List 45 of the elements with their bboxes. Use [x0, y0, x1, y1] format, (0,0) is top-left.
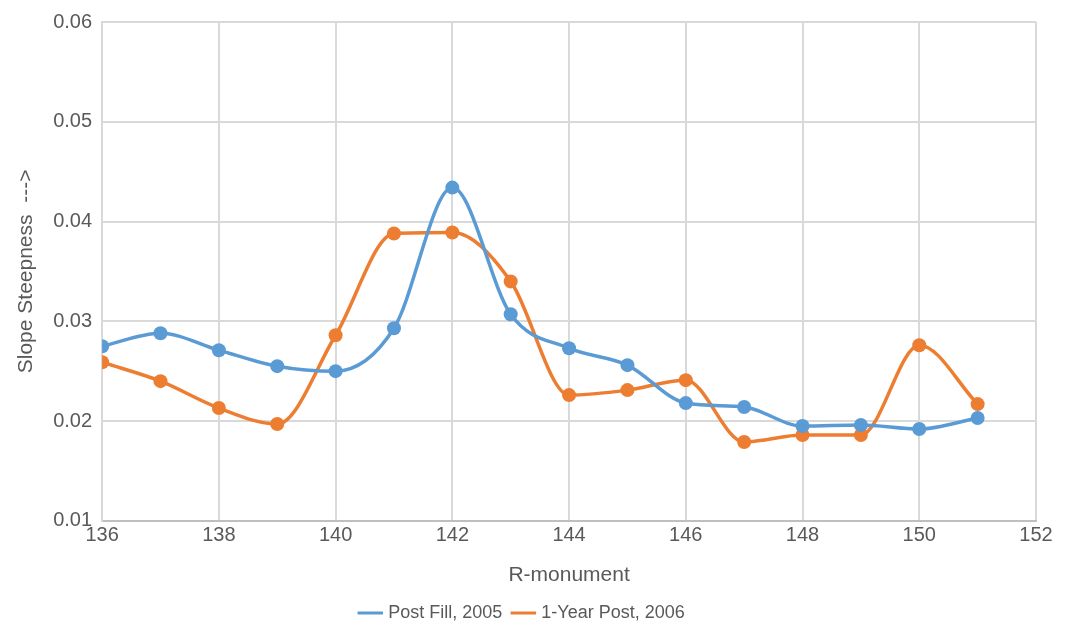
point: [270, 359, 285, 374]
point: [445, 225, 460, 240]
x-axis-title: R-monument: [508, 562, 630, 586]
point: [912, 338, 927, 353]
x-tick-label: 152: [1019, 523, 1053, 546]
point: [970, 397, 985, 412]
y-axis-title: Slope Steepness --->: [13, 169, 37, 374]
x-tick-label: 148: [785, 523, 820, 546]
y-tick-label: 0.06: [53, 9, 93, 32]
point: [678, 373, 693, 388]
y-tick-label: 0.04: [53, 209, 93, 232]
point: [620, 383, 635, 398]
point: [211, 343, 226, 358]
point: [795, 419, 810, 434]
y-tick-label: 0.02: [53, 408, 93, 431]
point: [270, 417, 285, 432]
point: [853, 418, 868, 433]
point: [153, 374, 168, 389]
point: [386, 321, 401, 336]
x-tick-label: 142: [435, 523, 470, 546]
x-tick-label: 150: [902, 523, 936, 546]
point: [970, 411, 985, 426]
point: [328, 364, 343, 379]
point: [211, 401, 226, 416]
x-tick-label: 138: [202, 523, 236, 546]
legend-label: 1-Year Post, 2006: [541, 601, 685, 622]
point: [912, 422, 927, 437]
point: [620, 358, 635, 373]
y-tick-label: 0.03: [53, 308, 93, 331]
point: [445, 180, 460, 195]
point: [737, 434, 752, 449]
point: [503, 274, 518, 289]
point: [153, 326, 168, 341]
point: [678, 396, 693, 411]
point: [328, 328, 343, 343]
point: [503, 307, 518, 322]
point: [562, 388, 577, 403]
legend-label: Post Fill, 2005: [388, 601, 503, 622]
x-tick-label: 146: [669, 523, 703, 546]
x-tick-label: 144: [552, 523, 586, 546]
point: [562, 341, 577, 356]
x-tick-label: 140: [318, 523, 353, 546]
point: [737, 400, 752, 415]
point: [386, 226, 401, 241]
y-tick-label: 0.05: [53, 109, 93, 132]
